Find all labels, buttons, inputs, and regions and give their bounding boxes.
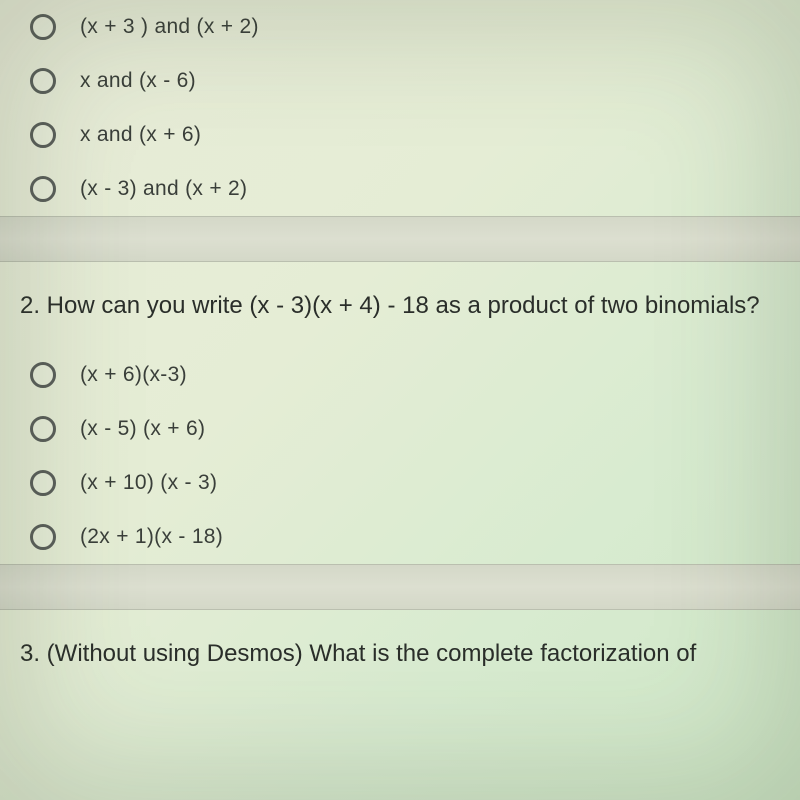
q2-option-c[interactable]: (x + 10) (x - 3) (0, 456, 800, 510)
section-divider (0, 564, 800, 610)
radio-icon (30, 122, 56, 148)
question-2-prompt: 2. How can you write (x - 3)(x + 4) - 18… (0, 262, 800, 348)
radio-icon (30, 176, 56, 202)
radio-icon (30, 362, 56, 388)
option-label: x and (x + 6) (80, 123, 201, 147)
q2-option-a[interactable]: (x + 6)(x-3) (0, 348, 800, 402)
option-label: (x - 3) and (x + 2) (80, 177, 247, 201)
question-1-options: (x + 3 ) and (x + 2) x and (x - 6) x and… (0, 0, 800, 216)
q1-option-b[interactable]: x and (x - 6) (0, 54, 800, 108)
q1-option-d[interactable]: (x - 3) and (x + 2) (0, 162, 800, 216)
section-divider (0, 216, 800, 262)
option-label: x and (x - 6) (80, 69, 196, 93)
option-label: (x + 3 ) and (x + 2) (80, 15, 259, 39)
option-label: (2x + 1)(x - 18) (80, 525, 223, 549)
q2-option-d[interactable]: (2x + 1)(x - 18) (0, 510, 800, 564)
q1-option-a[interactable]: (x + 3 ) and (x + 2) (0, 0, 800, 54)
question-3-prompt: 3. (Without using Desmos) What is the co… (0, 610, 800, 688)
radio-icon (30, 524, 56, 550)
option-label: (x + 10) (x - 3) (80, 471, 217, 495)
radio-icon (30, 14, 56, 40)
option-label: (x - 5) (x + 6) (80, 417, 205, 441)
radio-icon (30, 416, 56, 442)
radio-icon (30, 68, 56, 94)
question-2-options: (x + 6)(x-3) (x - 5) (x + 6) (x + 10) (x… (0, 348, 800, 564)
option-label: (x + 6)(x-3) (80, 363, 187, 387)
q2-option-b[interactable]: (x - 5) (x + 6) (0, 402, 800, 456)
radio-icon (30, 470, 56, 496)
q1-option-c[interactable]: x and (x + 6) (0, 108, 800, 162)
